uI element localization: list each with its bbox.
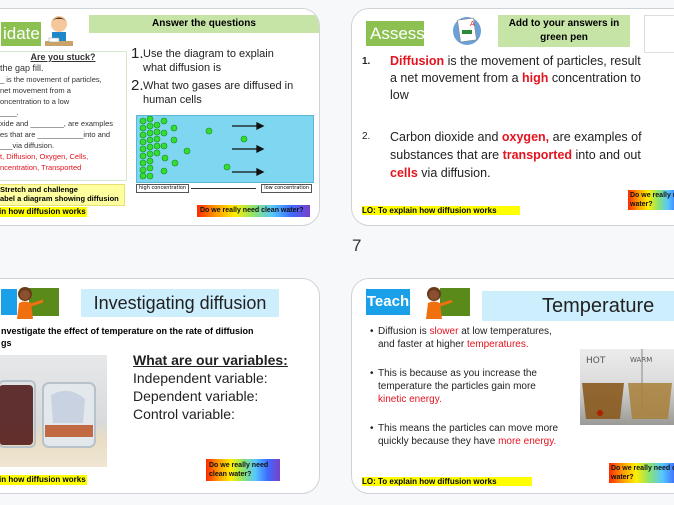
student-icon	[43, 13, 75, 49]
control-variable: Control variable:	[133, 406, 235, 422]
gap-line: es that are ___________into and	[0, 130, 111, 139]
bullet-item: • This is because as you increase the tem…	[370, 368, 537, 405]
answer-text: low	[390, 88, 409, 102]
axis-arrow	[191, 188, 256, 189]
section-tag	[1, 289, 17, 315]
learning-objective: in how diffusion works	[0, 475, 87, 485]
section-tag: Teach	[366, 289, 410, 315]
keyword: cells	[390, 166, 418, 180]
answer-text: are examples of	[549, 130, 642, 144]
svg-text:WARM: WARM	[630, 356, 652, 364]
q-num: 1.	[131, 45, 144, 62]
answer-header: Answer the questions	[89, 15, 319, 33]
bullet-text: at low temperatures, and faster at highe…	[378, 326, 552, 350]
teacher-icon	[422, 285, 470, 319]
slide-title: Temperature	[482, 291, 674, 321]
q-text: what diffusion is	[143, 62, 222, 74]
stretch-box: Stretch and challenge abel a diagram sho…	[0, 184, 125, 206]
gap-line: xide and ________, are examples	[0, 119, 113, 128]
clean-water-badge: Do we really need clean water?	[197, 205, 310, 217]
svg-text:HOT: HOT	[586, 356, 606, 366]
keyword: Diffusion	[390, 54, 445, 68]
answer-num: 1.	[362, 56, 371, 67]
green-pen-header: Add to your answers in green pen	[498, 15, 630, 47]
gap-line: net movement from a	[0, 86, 71, 95]
q-text: What two gases are diffused in	[143, 80, 294, 92]
bullet-text: Diffusion is	[378, 326, 430, 337]
q-num: 2.	[131, 77, 144, 94]
keyword: slower	[429, 326, 459, 337]
dependent-variable: Dependent variable:	[133, 388, 259, 404]
answer-1: 1. Diffusion is the movement of particle…	[362, 53, 674, 104]
stretch-title: Stretch and challenge	[0, 185, 78, 194]
keyword: temperatures.	[466, 339, 529, 350]
answer-text: into and out	[572, 148, 641, 162]
stuck-title: Are you stuck?	[30, 52, 96, 62]
stuck-box: Are you stuck? the gap fill. _ is the mo…	[0, 51, 127, 181]
high-concentration-label: high concentration	[136, 184, 190, 193]
assessment-icon: A	[452, 15, 482, 47]
gap-line: oncentration to a low	[0, 97, 70, 106]
answer-text: concentration to	[548, 71, 641, 85]
aim-line: gs	[1, 338, 12, 348]
learning-objective: in how diffusion works	[0, 207, 87, 217]
bullet-item: • Diffusion is slower at low temperatures…	[370, 326, 552, 350]
section-tag: idate	[1, 22, 41, 46]
temperature-photo: HOT WARM	[580, 349, 674, 425]
keyword: kinetic energy.	[378, 394, 442, 405]
slide-thumbnail-7[interactable]: Assess A Add to your answers in green pe…	[351, 8, 674, 226]
section-tag: Assess	[366, 21, 425, 46]
answer-text: substances that are	[390, 148, 503, 162]
stuck-instruction: the gap fill.	[0, 63, 44, 73]
bullet-text: This means the particles can move more q…	[378, 423, 559, 447]
q-text: human cells	[143, 94, 202, 106]
tea-bag-photo	[0, 355, 107, 467]
gap-line: ___via diffusion.	[0, 141, 55, 150]
answer-2: 2. Carbon dioxide and oxygen, are exampl…	[362, 128, 674, 182]
question-list: 1. Use the diagram to explain what diffusi…	[131, 45, 319, 107]
stretch-text: abel a diagram showing diffusion	[0, 194, 119, 203]
keyword: transported	[502, 148, 573, 162]
bullet-text: This is because as you increase the temp…	[378, 368, 537, 392]
bullet-item: • This means the particles can move more …	[370, 423, 559, 447]
clean-water-badge: Do we really need clean water?	[206, 459, 280, 481]
aim-line: nvestigate the effect of temperature on …	[1, 326, 254, 336]
low-concentration-label: low concentration	[261, 184, 312, 193]
independent-variable: Independent variable:	[133, 370, 268, 386]
clean-water-badge: Do we really need c water?	[609, 463, 674, 483]
answer-text: a net movement from a	[390, 71, 523, 85]
diffusion-diagram	[136, 115, 314, 183]
slide-thumbnail-6[interactable]: idate Answer the questions Are you stuck…	[0, 8, 320, 226]
bullet-list: • Diffusion is slower at low temperatures…	[370, 325, 570, 448]
word-bank: t, Diffusion, Oxygen, Cells,	[0, 152, 89, 161]
slide-thumbnail-9[interactable]: Teach Temperature • Diffusion is slower a…	[351, 278, 674, 494]
keyword: high	[522, 71, 549, 85]
q-text: Use the diagram to explain	[143, 48, 274, 60]
slide-title: Investigating diffusion	[81, 289, 279, 317]
slide-thumbnail-8[interactable]: Investigating diffusion nvestigate the e…	[0, 278, 320, 494]
variables-title: What are our variables:	[133, 352, 288, 368]
aim-text: nvestigate the effect of temperature on …	[1, 325, 319, 349]
clean-water-badge: Do we really n water?	[628, 190, 674, 210]
variables-section: What are our variables: Independent vari…	[133, 351, 319, 423]
answer-text: via diffusion.	[417, 166, 491, 180]
word-bank: ncentration, Transported	[0, 163, 82, 172]
small-note-box	[644, 15, 674, 53]
learning-objective: LO: To explain how diffusion works	[362, 206, 520, 215]
gap-line: _ is the movement of particles,	[0, 75, 102, 84]
gap-line: ____.	[0, 108, 19, 117]
keyword: more energy.	[498, 436, 557, 447]
answer-text: Carbon dioxide and	[390, 130, 502, 144]
keyword: oxygen,	[501, 130, 550, 144]
slide-number: 7	[352, 236, 362, 255]
answer-text: is the movement of particles, result	[444, 54, 641, 68]
svg-text:A: A	[470, 20, 475, 28]
answer-num: 2.	[362, 131, 371, 142]
diagram-axis: high concentration low concentration	[136, 184, 312, 194]
teacher-icon	[11, 285, 59, 319]
learning-objective: LO: To explain how diffusion works	[362, 477, 532, 486]
